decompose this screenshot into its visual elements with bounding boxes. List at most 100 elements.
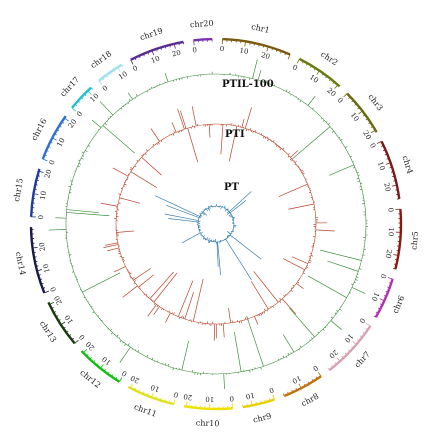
track-spike xyxy=(133,282,136,285)
minor-tick xyxy=(331,365,334,368)
track-spike xyxy=(207,207,209,210)
minor-tick xyxy=(107,371,110,375)
minor-tick xyxy=(381,145,384,147)
chromosome-label: chr15 xyxy=(12,178,25,203)
minor-tick xyxy=(311,379,314,382)
minor-tick xyxy=(368,121,371,125)
major-tick xyxy=(334,84,339,89)
tick-label: 10 xyxy=(370,291,381,302)
tick-label: 20 xyxy=(84,340,96,352)
track-spike xyxy=(83,296,86,299)
minor-tick xyxy=(379,303,383,306)
track-spike xyxy=(98,128,100,131)
track-spike xyxy=(127,92,133,100)
track-pt xyxy=(155,191,262,280)
track-spike xyxy=(200,231,203,234)
minor-tick xyxy=(351,346,354,349)
minor-tick xyxy=(84,93,87,97)
track-spike xyxy=(135,93,138,97)
major-tick xyxy=(193,40,195,46)
track-spike xyxy=(272,140,275,143)
major-tick xyxy=(365,322,371,327)
minor-tick xyxy=(121,64,124,68)
track-spike xyxy=(141,154,143,157)
track-spike xyxy=(289,158,292,161)
minor-tick xyxy=(325,75,328,79)
track-spike xyxy=(326,121,328,123)
track-spike xyxy=(134,349,137,351)
minor-tick xyxy=(155,396,158,400)
track-ptil-100 xyxy=(48,59,369,390)
track-spike xyxy=(127,343,130,346)
minor-tick xyxy=(262,45,265,48)
track-spike xyxy=(228,214,232,217)
track-spike xyxy=(119,197,141,204)
track-spike xyxy=(118,337,120,339)
track-label-layer: PTIL-100 PTI PT xyxy=(222,79,274,193)
major-tick xyxy=(296,58,300,64)
chromosome-label: chr1 xyxy=(250,22,270,35)
track-spike xyxy=(326,324,328,326)
track-spike xyxy=(168,310,170,313)
track-spike xyxy=(287,155,290,158)
track-spike xyxy=(118,252,121,254)
track-spike xyxy=(177,280,194,317)
track-spike xyxy=(322,119,325,122)
minor-tick xyxy=(74,104,78,107)
track-spike xyxy=(290,287,293,290)
track-spike xyxy=(338,137,341,139)
track-spike xyxy=(287,153,290,155)
minor-tick xyxy=(344,352,348,356)
track-spike xyxy=(279,148,282,151)
track-spike xyxy=(119,256,122,258)
track-spike xyxy=(127,270,129,272)
track-spike xyxy=(240,320,242,324)
minor-tick xyxy=(280,50,282,54)
tick-label: 10 xyxy=(343,332,355,344)
track-spike xyxy=(208,238,210,241)
track-spike xyxy=(226,212,230,215)
tick-label: 20 xyxy=(327,348,339,360)
major-tick xyxy=(44,290,50,294)
tick-label: 0 xyxy=(379,273,388,280)
chromosome-label: chr2 xyxy=(319,50,339,68)
track-spike xyxy=(198,229,201,231)
track-spike xyxy=(286,356,288,358)
track-spike xyxy=(232,216,235,219)
track-spike xyxy=(229,213,231,215)
minor-tick xyxy=(103,369,106,372)
tick-label: 20 xyxy=(183,392,193,401)
track-spike xyxy=(317,331,320,334)
track-spike xyxy=(104,123,107,126)
track-spike xyxy=(262,136,265,139)
track-spike xyxy=(116,230,134,233)
track-spike xyxy=(138,274,154,288)
track-spike xyxy=(356,177,359,180)
track-spike xyxy=(254,130,257,133)
track-spike xyxy=(167,363,170,367)
minor-tick xyxy=(362,114,366,117)
chromosome-label: chr6 xyxy=(391,294,407,315)
track-spike xyxy=(209,207,211,209)
track-spike xyxy=(290,94,292,96)
track-spike xyxy=(227,234,230,237)
chromosome-chr1: 0 10 20 chr1 xyxy=(220,22,291,61)
track-spike xyxy=(179,317,181,319)
track-spike xyxy=(290,150,299,158)
major-tick xyxy=(393,254,399,256)
chromosome-chr4: 0 10 20 chr4 xyxy=(368,140,415,200)
tick-label: 10 xyxy=(101,355,113,367)
track-spike xyxy=(327,122,331,125)
track-spike xyxy=(177,108,185,130)
track-spike xyxy=(101,319,103,322)
track-spike xyxy=(81,151,85,154)
chromosome-arc xyxy=(380,140,401,199)
track-spike xyxy=(227,208,229,211)
track-spike xyxy=(78,163,82,165)
minor-tick xyxy=(142,391,145,395)
minor-tick xyxy=(334,362,337,365)
track-spike xyxy=(173,312,175,315)
track-spike xyxy=(113,266,126,273)
tick-label: 10 xyxy=(150,55,161,66)
track-spike xyxy=(130,171,158,189)
